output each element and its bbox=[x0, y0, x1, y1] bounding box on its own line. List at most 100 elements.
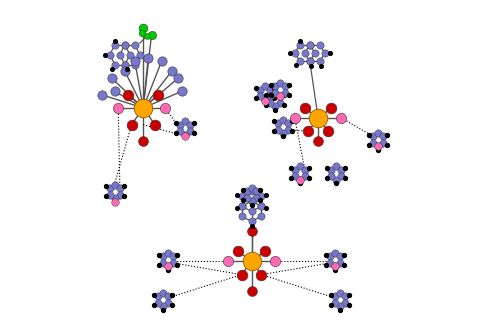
Point bbox=[281, 84, 289, 89]
Point bbox=[247, 289, 256, 294]
Point bbox=[253, 195, 261, 201]
Point bbox=[291, 50, 299, 56]
Point bbox=[139, 25, 147, 31]
Point bbox=[327, 302, 335, 307]
Point bbox=[296, 38, 304, 43]
Point bbox=[322, 252, 330, 257]
Point bbox=[159, 290, 167, 296]
Point bbox=[288, 119, 296, 124]
Point bbox=[247, 202, 256, 207]
Point bbox=[161, 105, 169, 111]
Point bbox=[365, 132, 373, 137]
Point bbox=[271, 259, 279, 264]
Point bbox=[159, 254, 167, 259]
Point bbox=[345, 292, 353, 297]
Point bbox=[332, 177, 341, 182]
Point bbox=[150, 302, 158, 307]
Point bbox=[147, 32, 155, 37]
Point bbox=[237, 204, 245, 209]
Point bbox=[271, 90, 279, 96]
Point bbox=[154, 300, 162, 306]
Point bbox=[306, 59, 314, 64]
Point bbox=[266, 94, 274, 99]
Point bbox=[336, 307, 344, 312]
Point bbox=[137, 30, 145, 36]
Point bbox=[267, 92, 275, 97]
Point bbox=[111, 182, 119, 187]
Point bbox=[247, 185, 256, 191]
Point bbox=[336, 254, 344, 259]
Point bbox=[301, 174, 309, 179]
Point bbox=[164, 294, 172, 299]
Point bbox=[323, 165, 331, 171]
Point bbox=[271, 107, 279, 112]
Point bbox=[131, 59, 139, 64]
Point bbox=[296, 180, 304, 186]
Point bbox=[331, 267, 339, 272]
Point bbox=[296, 42, 304, 47]
Point bbox=[271, 90, 279, 96]
Point bbox=[374, 147, 382, 152]
Point bbox=[296, 177, 304, 182]
Point bbox=[291, 174, 299, 179]
Point bbox=[157, 59, 165, 64]
Point bbox=[136, 52, 144, 57]
Point bbox=[168, 292, 176, 297]
Point bbox=[379, 134, 387, 139]
Point bbox=[151, 122, 159, 127]
Point bbox=[116, 52, 124, 57]
Point bbox=[266, 94, 274, 99]
Point bbox=[257, 187, 265, 192]
Point bbox=[374, 144, 382, 149]
Point bbox=[279, 130, 287, 136]
Point bbox=[121, 42, 129, 47]
Point bbox=[266, 87, 274, 92]
Point bbox=[159, 304, 167, 309]
Point bbox=[274, 120, 282, 126]
Point bbox=[338, 115, 346, 121]
Point bbox=[369, 134, 377, 139]
Point bbox=[271, 104, 279, 109]
Point bbox=[331, 250, 339, 256]
Point bbox=[331, 264, 339, 269]
Point bbox=[164, 264, 172, 269]
Point bbox=[326, 254, 334, 259]
Point bbox=[369, 140, 377, 146]
Point bbox=[176, 129, 184, 134]
Point bbox=[262, 92, 270, 97]
Point bbox=[234, 249, 242, 254]
Point bbox=[327, 105, 336, 111]
Point bbox=[111, 42, 119, 47]
Point bbox=[292, 63, 300, 68]
Point bbox=[128, 122, 136, 127]
Point bbox=[108, 75, 116, 81]
Point bbox=[327, 167, 336, 172]
Point bbox=[316, 59, 324, 64]
Point bbox=[288, 129, 296, 134]
Point bbox=[121, 62, 129, 68]
Point bbox=[224, 259, 232, 264]
Point bbox=[332, 180, 341, 186]
Point bbox=[154, 294, 162, 299]
Point bbox=[258, 194, 266, 199]
Point bbox=[307, 64, 315, 69]
Point bbox=[150, 292, 158, 297]
Point bbox=[190, 130, 198, 136]
Point bbox=[331, 264, 339, 269]
Point bbox=[181, 132, 189, 137]
Point bbox=[327, 292, 335, 297]
Point bbox=[247, 259, 256, 264]
Point bbox=[116, 192, 124, 197]
Point bbox=[238, 187, 246, 192]
Point bbox=[332, 164, 341, 169]
Point bbox=[173, 252, 181, 257]
Point bbox=[159, 307, 167, 312]
Point bbox=[306, 59, 314, 64]
Point bbox=[247, 199, 256, 204]
Point bbox=[324, 129, 332, 134]
Point bbox=[108, 66, 116, 71]
Point bbox=[247, 209, 256, 214]
Point bbox=[247, 219, 256, 224]
Point bbox=[342, 175, 350, 181]
Point bbox=[190, 120, 198, 126]
